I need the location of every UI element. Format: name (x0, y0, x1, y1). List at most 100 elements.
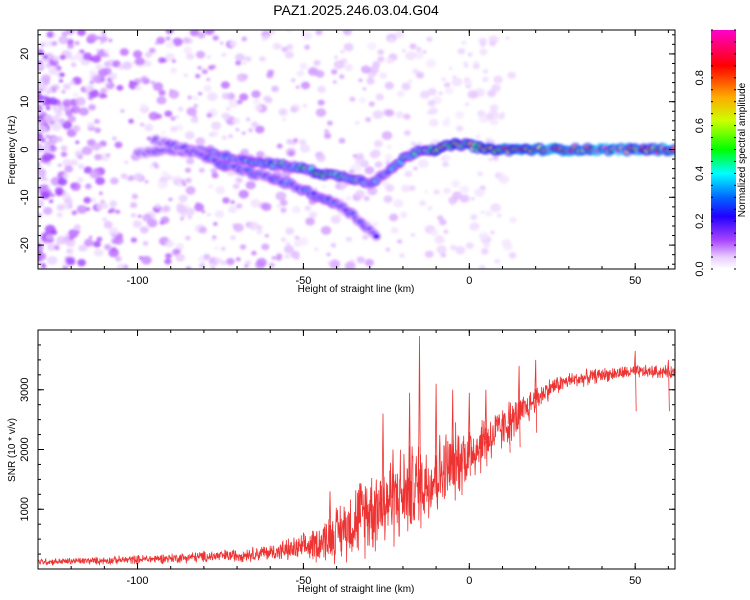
noise-blob (111, 136, 117, 141)
noise-blob (429, 107, 439, 115)
noise-blob (214, 246, 219, 250)
noise-blob (424, 190, 429, 194)
x-tick-label: -100 (127, 275, 149, 287)
noise-blob (38, 63, 42, 68)
noise-blob (455, 246, 466, 255)
noise-blob (389, 37, 394, 42)
noise-blob (470, 197, 475, 201)
noise-blob (436, 245, 447, 254)
noise-blob (383, 195, 393, 203)
noise-blob (372, 61, 381, 68)
noise-blob (279, 199, 288, 207)
noise-blob (78, 107, 89, 116)
noise-blob (219, 41, 224, 45)
noise-blob (264, 234, 269, 238)
noise-blob (440, 252, 447, 258)
noise-blob (371, 149, 381, 158)
noise-blob (271, 85, 279, 93)
noise-blob (281, 46, 288, 53)
noise-blob (58, 118, 66, 125)
noise-blob (315, 108, 327, 117)
noise-blob (152, 82, 164, 91)
noise-blob (189, 30, 200, 37)
noise-blob (386, 57, 394, 64)
noise-blob (393, 199, 404, 208)
noise-blob (56, 236, 67, 245)
noise-blob (89, 70, 96, 76)
noise-blob (358, 97, 367, 104)
noise-blob (108, 248, 120, 258)
spectrogram-x-axis-title: Height of straight line (km) (298, 284, 415, 295)
noise-blob (232, 117, 241, 125)
noise-blob (38, 164, 43, 171)
noise-blob (213, 222, 218, 226)
noise-blob (39, 254, 47, 261)
noise-blob (132, 220, 142, 228)
noise-blob (294, 235, 300, 240)
noise-blob (345, 236, 353, 242)
noise-blob (489, 104, 499, 112)
noise-blob (156, 165, 161, 169)
noise-blob (57, 163, 62, 167)
noise-blob (104, 81, 109, 85)
noise-blob (419, 200, 426, 206)
noise-blob (70, 182, 81, 191)
noise-blob (139, 122, 145, 127)
noise-blob (88, 104, 96, 111)
noise-blob (74, 41, 80, 46)
noise-blob (95, 176, 105, 186)
noise-blob (43, 39, 54, 48)
noise-blob (86, 207, 91, 211)
noise-blob (333, 60, 345, 70)
noise-blob (109, 200, 118, 208)
noise-blob (168, 197, 173, 202)
noise-blob (412, 68, 419, 74)
noise-blob (320, 226, 332, 235)
noise-blob (238, 189, 249, 199)
noise-blob (366, 77, 375, 85)
noise-blob (501, 239, 512, 247)
noise-blob (62, 159, 73, 168)
noise-blob (356, 153, 365, 160)
noise-blob (259, 56, 266, 62)
noise-blob (40, 263, 46, 267)
noise-blob (81, 146, 93, 156)
noise-blob (404, 170, 413, 178)
noise-blob (300, 81, 311, 90)
noise-blob (175, 124, 184, 131)
noise-blob (244, 56, 252, 62)
noise-blob (316, 154, 326, 162)
noise-blob (377, 56, 385, 63)
noise-blob (45, 233, 54, 241)
colorbar-tick-label: 0.8 (694, 70, 706, 85)
noise-blob (51, 122, 62, 132)
noise-blob (275, 191, 287, 201)
noise-blob (38, 132, 43, 140)
noise-blob (330, 242, 337, 248)
noise-blob (93, 168, 98, 171)
noise-blob (451, 180, 461, 188)
noise-blob (505, 36, 510, 40)
noise-blob (40, 43, 45, 47)
noise-blob (437, 215, 444, 221)
noise-blob (77, 259, 86, 267)
noise-blob (170, 126, 178, 133)
noise-blob (465, 242, 474, 250)
noise-blob (327, 120, 333, 126)
noise-blob (184, 167, 192, 173)
noise-blob (84, 83, 95, 92)
noise-blob (65, 110, 73, 117)
noise-blob (165, 240, 175, 248)
noise-blob (232, 183, 240, 190)
noise-blob (95, 48, 100, 52)
noise-blob (474, 188, 485, 197)
noise-blob (215, 186, 226, 195)
noise-blob (87, 33, 98, 43)
noise-blob (86, 183, 91, 187)
noise-blob (38, 199, 45, 208)
noise-blob (285, 227, 295, 235)
noise-blob (94, 118, 100, 124)
noise-blob (428, 118, 439, 127)
noise-blob (293, 138, 299, 143)
noise-blob (186, 107, 197, 116)
